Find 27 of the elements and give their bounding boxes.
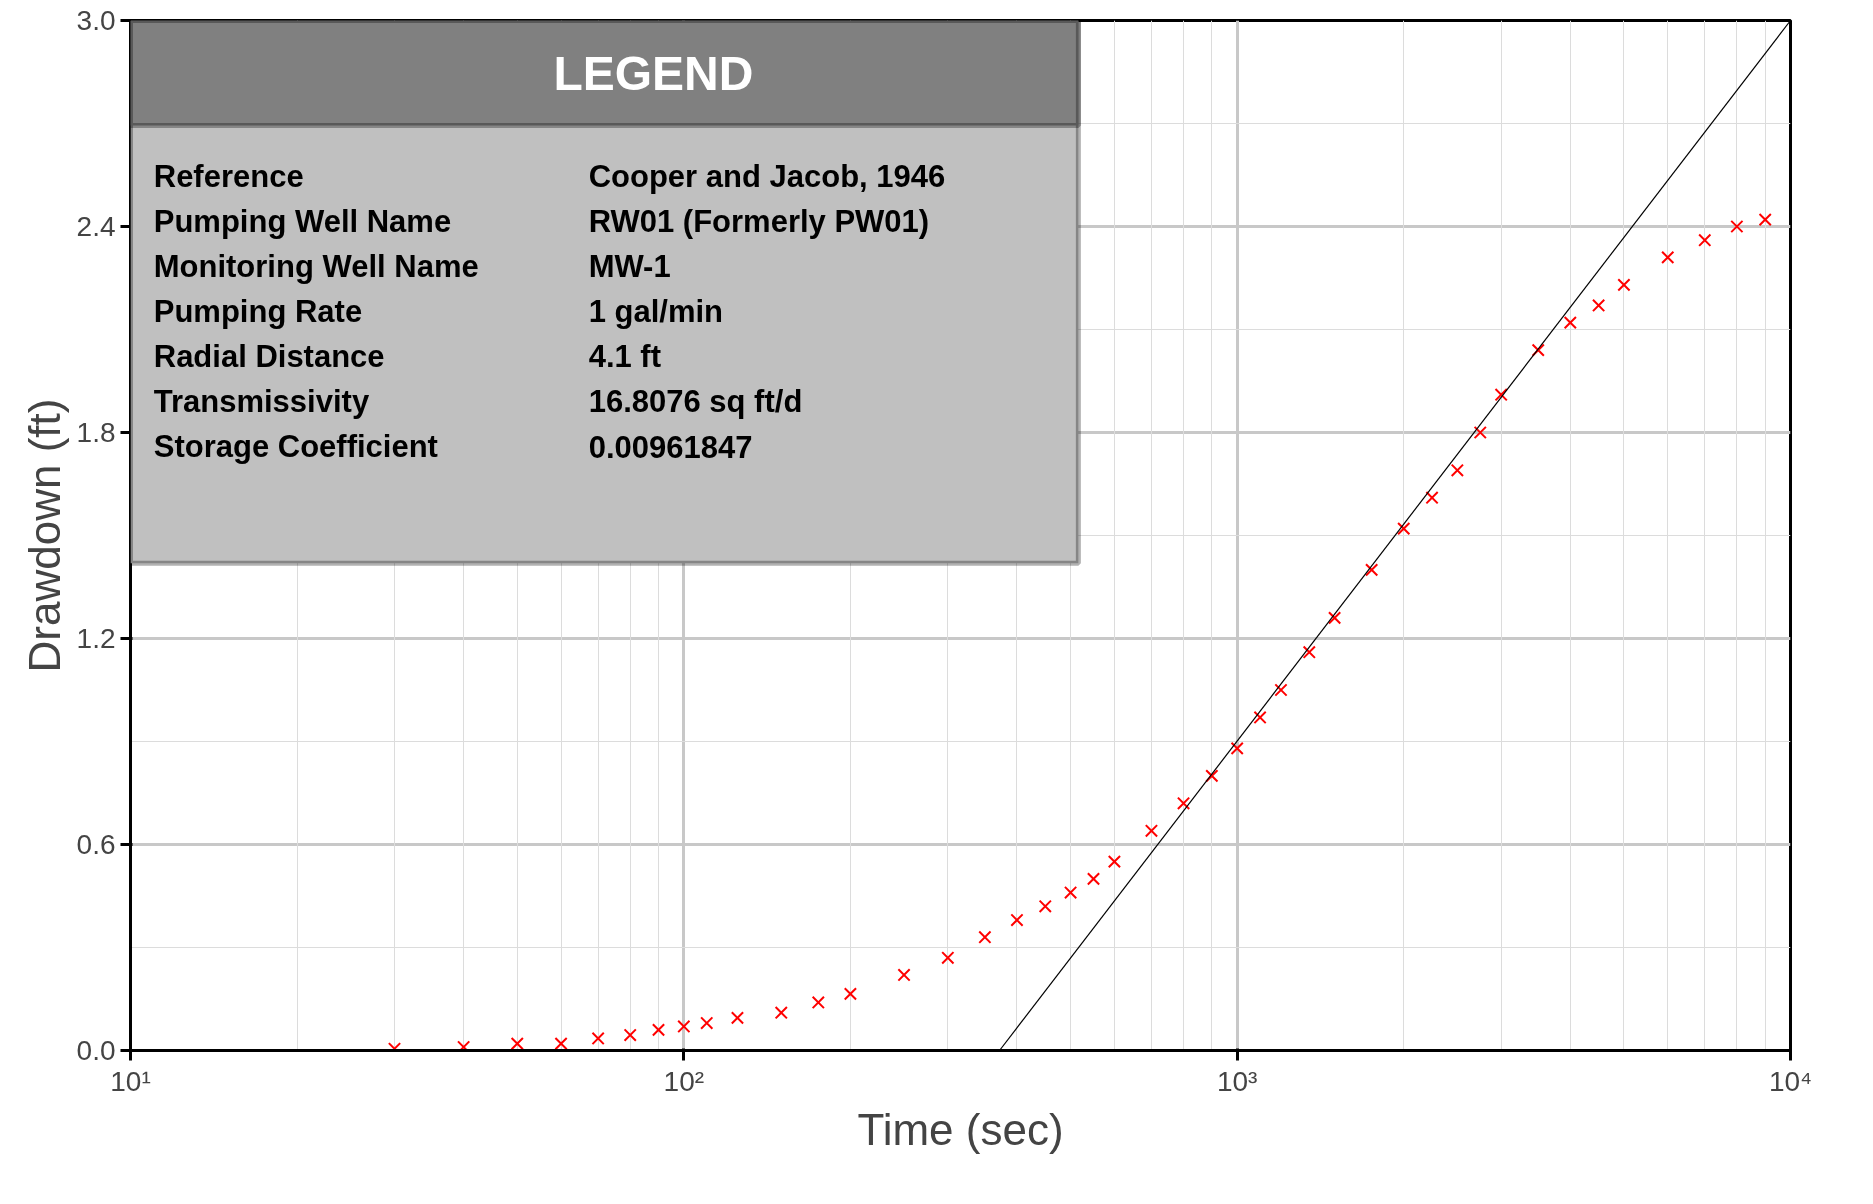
annotation: Monitoring Well Name: [153, 248, 479, 284]
y-tick-label: 0.6: [76, 829, 116, 860]
annotation: 1 gal/min: [588, 293, 724, 329]
annotation: 16.8076 sq ft/d: [588, 384, 803, 420]
y-tick-label: 3.0: [76, 5, 116, 36]
y-tick-label: 1.2: [76, 623, 116, 654]
x-tick-label: 10³: [1216, 1065, 1258, 1097]
annotation: Pumping Well Name: [153, 203, 452, 239]
x-tick-label: 10¹: [110, 1065, 151, 1097]
annotation: 4.1 ft: [588, 338, 662, 374]
y-tick-label: 0.0: [76, 1035, 116, 1066]
annotation: Storage Coefficient: [153, 429, 438, 465]
x-tick-label: 10⁴: [1768, 1065, 1813, 1097]
annotation: Transmissivity: [153, 384, 370, 420]
y-tick-label: 1.8: [76, 417, 116, 448]
annotation: LEGEND: [553, 46, 754, 100]
annotation: Pumping Rate: [153, 293, 363, 329]
annotation: Cooper and Jacob, 1946: [588, 158, 946, 194]
annotation: Reference: [153, 158, 304, 194]
x-tick-label: 10²: [663, 1065, 705, 1097]
y-axis-title: Drawdown (ft): [19, 398, 69, 673]
annotation: 0.00961847: [588, 429, 753, 465]
x-axis-title: Time (sec): [857, 1104, 1064, 1154]
annotation: MW-1: [588, 248, 671, 284]
annotation: Radial Distance: [153, 338, 385, 374]
annotation: RW01 (Formerly PW01): [588, 203, 930, 239]
y-tick-label: 2.4: [76, 211, 116, 242]
